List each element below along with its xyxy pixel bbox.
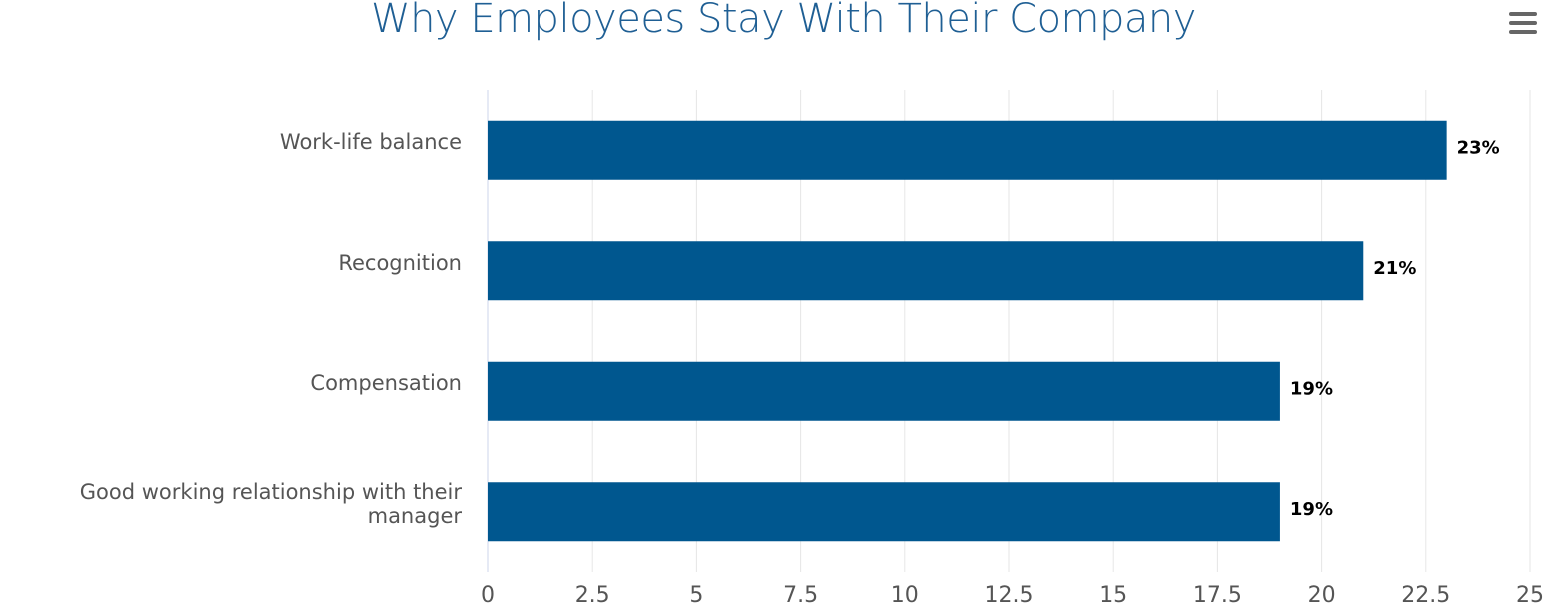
x-tick-label: 2.5 (575, 583, 610, 608)
bar[interactable] (488, 120, 1447, 180)
bar[interactable] (488, 482, 1280, 542)
x-tick-label: 0 (481, 583, 495, 608)
category-label: Compensation (310, 371, 462, 396)
hamburger-menu-icon[interactable] (1506, 10, 1540, 38)
chart-title: Why Employees Stay With Their Company (371, 0, 1196, 42)
category-label: Recognition (338, 250, 462, 275)
bar[interactable] (488, 241, 1364, 301)
data-label: 23% (1457, 137, 1500, 158)
x-tick-label: 17.5 (1193, 583, 1242, 608)
data-label: 19% (1290, 499, 1333, 520)
bars (488, 120, 1447, 542)
data-labels: 23% 21% 19% 19% (1290, 137, 1500, 520)
x-tick-label: 7.5 (783, 583, 818, 608)
x-tick-label: 10 (891, 583, 919, 608)
x-tick-label: 5 (689, 583, 703, 608)
data-label: 21% (1373, 258, 1416, 279)
x-tick-label: 25 (1516, 583, 1544, 608)
bar[interactable] (488, 361, 1280, 421)
x-tick-label: 12.5 (985, 583, 1034, 608)
x-tick-label: 22.5 (1401, 583, 1450, 608)
x-tick-label: 20 (1308, 583, 1336, 608)
category-label: Work-life balance (279, 130, 462, 155)
x-tick-label: 15 (1099, 583, 1127, 608)
category-label: Good working relationship with their man… (79, 479, 462, 528)
data-label: 19% (1290, 378, 1333, 399)
x-axis-ticks: 0 2.5 5 7.5 10 12.5 15 17.5 20 22.5 25 (481, 583, 1544, 608)
